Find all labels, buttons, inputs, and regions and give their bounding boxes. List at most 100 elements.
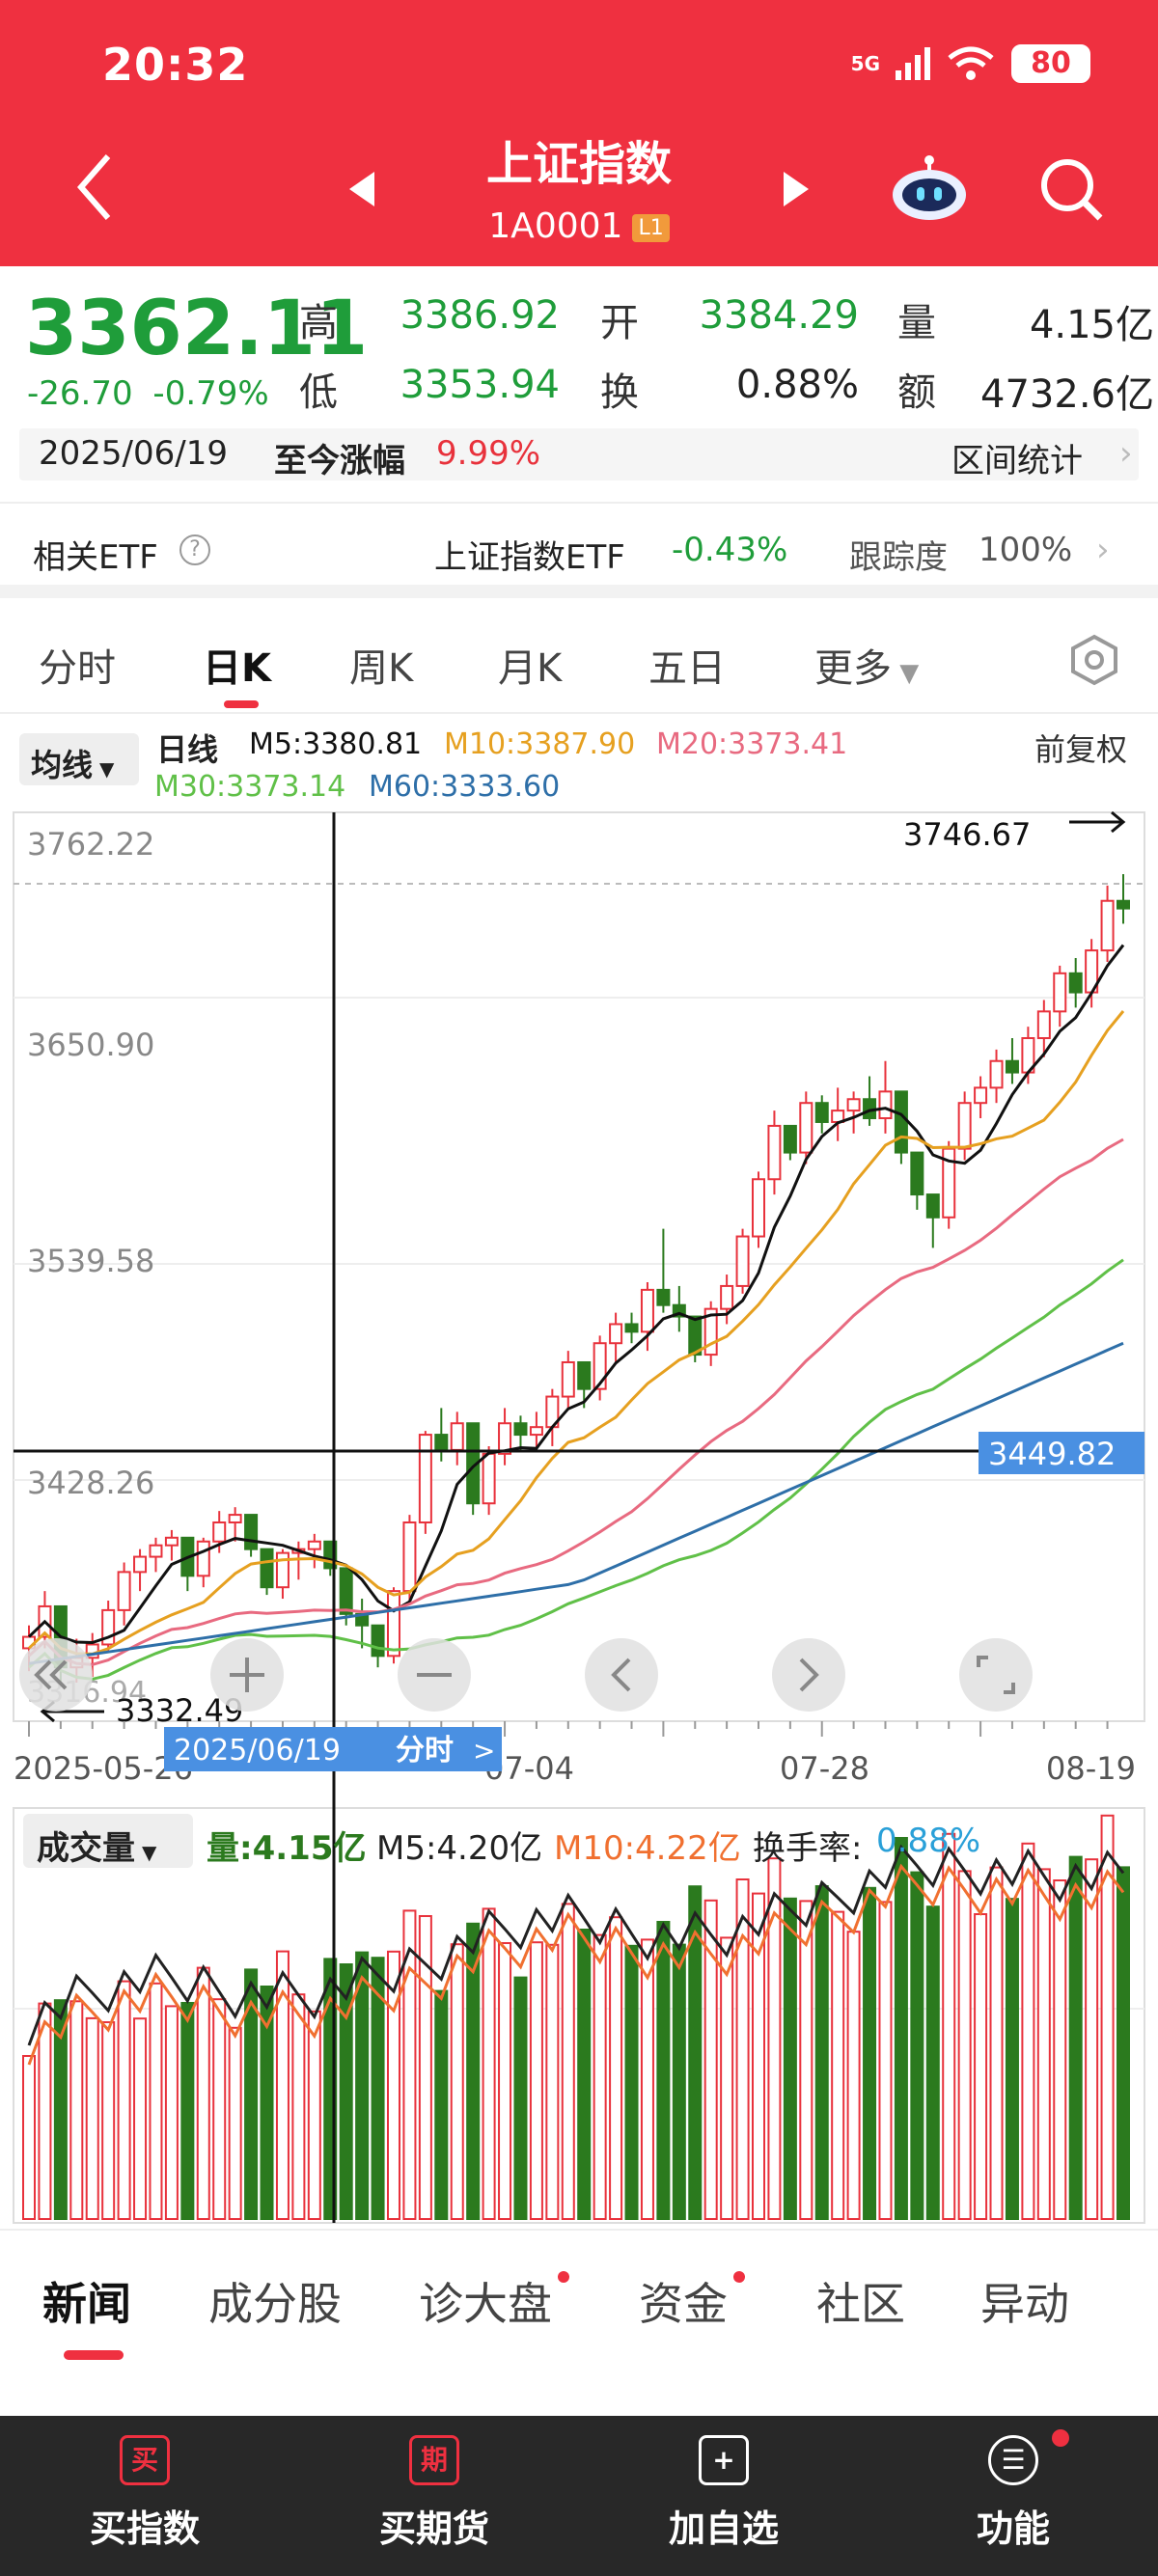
candle (260, 1548, 274, 1596)
since-value: 9.99% (436, 434, 541, 473)
candle (831, 1087, 845, 1141)
volume-bar (1021, 1842, 1035, 2221)
caret-down-icon: ▼ (135, 1841, 157, 1864)
plus-icon: + (699, 2435, 749, 2485)
volume-bar (529, 1941, 543, 2220)
tab-diagnosis[interactable]: 诊大盘 (419, 2278, 552, 2330)
buy-futures-button[interactable]: 期买期货 (338, 2435, 531, 2552)
volume-bar (180, 2002, 195, 2220)
volume-value-legend: 量:4.15亿 (207, 1829, 367, 1868)
tab-underline (224, 700, 259, 708)
tab-timeshare[interactable]: 分时 (39, 646, 116, 691)
candle (418, 1431, 432, 1534)
notification-dot (558, 2271, 569, 2283)
candle (561, 1351, 575, 1409)
crosshair-timeshare-link[interactable]: 分时 (396, 1734, 454, 1768)
range-stats-link[interactable]: 区间统计 (951, 442, 1083, 480)
ma30-value: M30:3373.14 (154, 770, 346, 804)
candle (624, 1312, 639, 1344)
fullscreen-icon[interactable] (959, 1638, 1033, 1712)
tab-community[interactable]: 社区 (816, 2278, 905, 2330)
assistant-robot-icon[interactable] (890, 154, 969, 222)
scroll-left-fast-icon[interactable] (19, 1638, 93, 1712)
adjust-mode[interactable]: 前复权 (1034, 731, 1128, 768)
volume-ma10-line (27, 1863, 1125, 2066)
volume-bar (85, 2016, 99, 2220)
status-time: 20:32 (102, 39, 249, 91)
price-change: -26.70 -0.79% (27, 374, 269, 413)
candle (846, 1091, 861, 1134)
help-icon[interactable]: ? (179, 534, 210, 565)
kline-chart[interactable]: 3762.22 3650.90 3539.58 3428.26 3316.94 … (0, 801, 1158, 2248)
volume-bar (1085, 1858, 1099, 2220)
candle (513, 1415, 528, 1450)
buy-index-button[interactable]: 买买指数 (48, 2435, 241, 2552)
volume-bar (244, 1968, 259, 2221)
candle (196, 1537, 210, 1588)
candle (149, 1537, 163, 1573)
chevron-right-icon: › (1096, 531, 1110, 569)
ma-selector[interactable]: 均线 ▼ (19, 733, 139, 785)
candle (180, 1536, 195, 1592)
crosshair-date-box[interactable] (164, 1727, 502, 1771)
volume-bar (1053, 1879, 1067, 2220)
back-arrow-icon[interactable] (75, 152, 114, 222)
tab-capital[interactable]: 资金 (639, 2278, 728, 2330)
volume-selector[interactable]: 成交量 ▼ (23, 1814, 193, 1868)
ma-line-label: 日线 (156, 731, 219, 768)
volume-bar (260, 1986, 274, 2220)
scroll-left-icon[interactable] (585, 1638, 658, 1712)
tab-components[interactable]: 成分股 (208, 2278, 342, 2330)
ma30-line (28, 1258, 1124, 1681)
tab-more[interactable]: 更多 ▼ (814, 646, 920, 691)
header-bar: 20:32 5G 80 上证指数 1A0001 L1 (0, 0, 1158, 266)
etf-name[interactable]: 上证指数ETF (434, 538, 625, 577)
prev-index-icon[interactable] (349, 172, 374, 206)
volume-bar (418, 1915, 432, 2220)
tab-news[interactable]: 新闻 (42, 2278, 131, 2330)
volume-m10: M10:4.22亿 (554, 1829, 741, 1868)
volume-bar (307, 2010, 321, 2221)
functions-button[interactable]: ☰ 功能 (917, 2435, 1110, 2552)
scroll-right-icon[interactable] (772, 1638, 845, 1712)
volume-bar (371, 1957, 385, 2220)
related-etf-row[interactable]: 相关ETF ? 上证指数ETF -0.43% 跟踪度 100% › (0, 502, 1158, 598)
candle (974, 1076, 988, 1119)
tab-weekly-k[interactable]: 周K (349, 646, 414, 691)
candle (529, 1411, 543, 1450)
search-icon[interactable] (1036, 154, 1106, 224)
tab-daily-k[interactable]: 日K (203, 646, 271, 691)
track-label: 跟踪度 (849, 538, 948, 577)
info-tabs: 新闻 成分股 诊大盘 资金 社区 异动 (0, 2229, 1158, 2364)
volume-bar (212, 1998, 227, 2220)
volume-bar (814, 1885, 829, 2220)
volume-bar (53, 1999, 68, 2220)
volume-label: 量 (897, 301, 936, 345)
volume-bar (482, 1907, 496, 2221)
y-tick-label: 3539.58 (27, 1243, 154, 1279)
volume-bar (863, 1886, 877, 2221)
next-index-icon[interactable] (784, 172, 809, 206)
tab-movement[interactable]: 异动 (980, 2278, 1069, 2330)
add-watchlist-button[interactable]: + 加自选 (627, 2435, 820, 2552)
candle (117, 1562, 131, 1626)
volume-bar (1036, 1868, 1051, 2221)
candle (957, 1091, 972, 1161)
candle (672, 1285, 686, 1332)
ma20-line (27, 1137, 1124, 1666)
low-value: 3353.94 (400, 363, 560, 407)
volume-bar (101, 2021, 116, 2220)
candle (434, 1408, 449, 1462)
turnover-value: 0.88% (735, 363, 859, 407)
candle (703, 1301, 718, 1366)
settings-hexagon-icon[interactable] (1067, 633, 1121, 687)
volume-bar (624, 1944, 639, 2221)
range-stats-row[interactable]: 2025/06/19 至今涨幅 9.99% 区间统计 › (19, 428, 1139, 480)
candle (863, 1076, 877, 1126)
y-tick-label: 3762.22 (27, 826, 154, 863)
y-tick-label: 3428.26 (27, 1465, 154, 1501)
candle (752, 1171, 765, 1248)
tab-five-day[interactable]: 五日 (648, 646, 726, 691)
tab-monthly-k[interactable]: 月K (498, 646, 563, 691)
notification-dot (733, 2271, 745, 2283)
